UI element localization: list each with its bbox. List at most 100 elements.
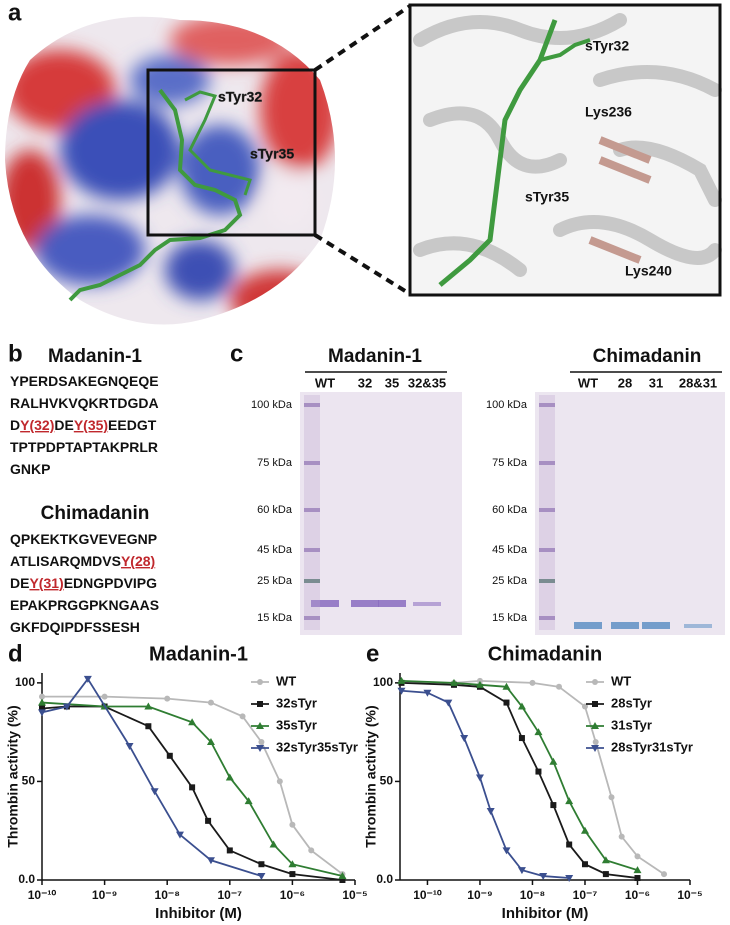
data-point — [244, 797, 253, 805]
residue-label: sTyr35 — [525, 189, 569, 205]
x-axis-label: Inhibitor (M) — [155, 905, 242, 922]
ladder-band — [539, 508, 555, 512]
legend-label: 35sTyr — [276, 717, 317, 732]
ladder-band — [539, 616, 555, 620]
data-point — [338, 872, 347, 880]
legend-label: 31sTyr — [611, 717, 652, 732]
x-tick-label: 10⁻⁸ — [155, 888, 180, 902]
data-point — [444, 699, 453, 707]
y-tick-label: 50 — [22, 774, 36, 788]
lane-label: WT — [315, 375, 335, 390]
data-point — [475, 774, 484, 782]
data-point — [83, 675, 92, 683]
legend-label: 32sTyr — [276, 695, 317, 710]
data-point — [239, 713, 246, 720]
data-point — [207, 699, 214, 706]
x-tick-label: 10⁻¹⁰ — [28, 888, 57, 902]
fit-line — [41, 677, 262, 877]
panel-letter: d — [8, 640, 23, 667]
data-point — [449, 678, 458, 686]
marker-label: 45 kDa — [257, 544, 293, 556]
data-point — [555, 683, 562, 690]
ladder-band — [304, 508, 320, 512]
marker-label: 15 kDa — [257, 612, 293, 624]
data-point — [397, 676, 406, 684]
data-point — [581, 703, 588, 710]
data-point — [166, 752, 173, 759]
ladder-band — [539, 461, 555, 465]
data-point — [503, 699, 510, 706]
y-tick-label: 0.0 — [18, 872, 35, 886]
sequence-segment: ATLISARQMDVS — [10, 553, 121, 569]
sequence-segment: YPERDSAKEGNQEQE — [10, 373, 159, 389]
x-tick-label: 10⁻⁸ — [520, 888, 545, 902]
data-point — [502, 847, 511, 855]
lane-label: 28&31 — [679, 375, 717, 390]
data-point — [150, 788, 159, 796]
data-point — [592, 739, 599, 745]
x-tick-label: 10⁻⁵ — [342, 888, 367, 902]
marker-label: 75 kDa — [257, 457, 293, 469]
data-point — [423, 689, 432, 697]
data-point — [38, 698, 46, 706]
data-point — [101, 693, 108, 700]
x-tick-label: 10⁻⁶ — [280, 888, 305, 902]
residue-label: Lys240 — [625, 263, 672, 279]
data-point — [258, 861, 265, 868]
data-point — [189, 784, 196, 791]
chart-title: Madanin-1 — [149, 643, 248, 665]
fit-line — [41, 701, 343, 877]
data-point — [257, 873, 266, 881]
site-highlight: Y(31) — [29, 575, 63, 591]
panel-letter: e — [366, 640, 379, 667]
legend-marker — [256, 722, 264, 729]
data-point — [517, 867, 526, 875]
data-point — [258, 739, 265, 745]
data-point — [164, 695, 171, 702]
sequence-line: TPTPDPTAPTAKPRLR — [10, 439, 158, 455]
residue-label: Lys236 — [585, 104, 632, 120]
data-point — [539, 873, 548, 881]
legend-marker — [591, 745, 599, 752]
data-point — [62, 703, 71, 711]
data-point — [460, 735, 469, 743]
legend-marker — [257, 701, 263, 707]
marker-label: 75 kDa — [492, 457, 528, 469]
legend-marker — [256, 745, 264, 752]
panel-letter: a — [8, 0, 22, 26]
data-point — [518, 735, 525, 742]
marker-label: 100 kDa — [251, 399, 293, 411]
fit-line — [42, 695, 343, 875]
sequence-segment: DE — [54, 417, 73, 433]
protein-band — [413, 602, 441, 606]
sequence-line: RALHVKVQKRTDGDA — [10, 395, 159, 411]
marker-label: 15 kDa — [492, 612, 528, 624]
sequence-line: EPAKPRGGPKNGAAS — [10, 597, 159, 613]
data-point — [308, 847, 315, 854]
legend-marker — [592, 701, 598, 707]
data-point — [566, 841, 573, 848]
ladder-band — [304, 579, 320, 583]
data-point — [608, 794, 615, 801]
protein-band — [311, 600, 339, 607]
sequence-segment: D — [10, 417, 20, 433]
data-point — [529, 679, 536, 686]
ladder-band — [304, 616, 320, 620]
legend-label: WT — [276, 673, 296, 688]
residue-label: sTyr35 — [250, 146, 294, 162]
data-point — [580, 826, 589, 834]
ladder-band — [304, 548, 320, 552]
data-point — [565, 875, 574, 883]
residue-label: sTyr32 — [218, 89, 262, 105]
protein-band — [642, 622, 670, 629]
y-tick-label: 100 — [373, 675, 393, 689]
marker-label: 60 kDa — [492, 504, 528, 516]
ladder-band — [304, 461, 320, 465]
protein-band — [611, 622, 639, 629]
data-point — [269, 840, 278, 848]
sequence-segment: QPKEKTKGVEVEGNP — [10, 531, 157, 547]
data-point — [289, 871, 296, 878]
lane-label: 32 — [358, 375, 372, 390]
sequence-segment: GNKP — [10, 461, 50, 477]
